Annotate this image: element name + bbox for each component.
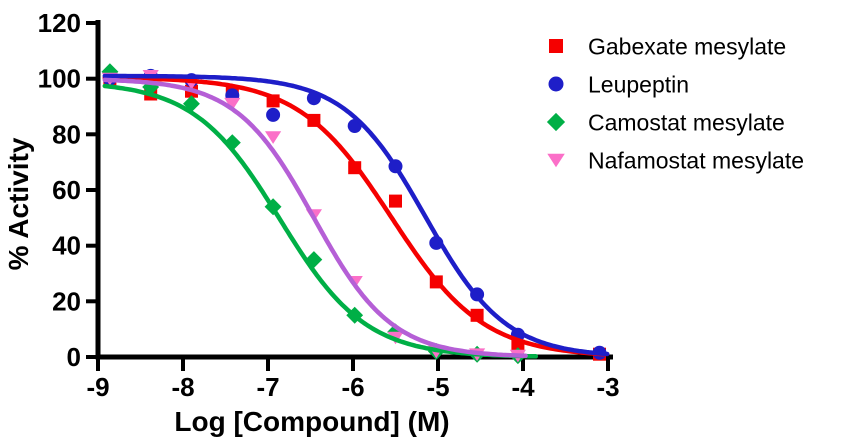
chart-legend: Gabexate mesylate Leupeptin Camostat mesyl… <box>546 34 804 174</box>
y-tick-label: 20 <box>52 286 81 316</box>
fit-curve-gabexate-mesylate <box>102 75 607 357</box>
y-tick-label: 60 <box>52 175 81 205</box>
x-tick-label: -8 <box>171 372 194 402</box>
axes: 0 20 40 60 80 100 120 -9 -8 -7 -6 -5 -4 -3 <box>38 8 620 402</box>
legend-item-gabexate-mesylate: Gabexate mesylate <box>549 34 786 60</box>
x-tick-label: -6 <box>341 372 364 402</box>
y-tick-label: 0 <box>67 342 81 372</box>
x-tick-label: -9 <box>86 372 109 402</box>
chart-dynamic-layer: 0 20 40 60 80 100 120 -9 -8 -7 -6 -5 -4 -3 Gabexate me… <box>38 8 804 402</box>
legend-label: Gabexate mesylate <box>588 34 786 60</box>
data-point-marker <box>266 107 281 122</box>
fit-curve-nafamostat-mesylate <box>102 77 528 359</box>
data-point-marker <box>224 97 241 111</box>
y-tick-label: 120 <box>38 8 81 38</box>
legend-label: Leupeptin <box>588 72 689 98</box>
y-tick-label: 80 <box>52 119 81 149</box>
data-point-marker <box>547 153 565 168</box>
x-tick-label: -7 <box>256 372 279 402</box>
legend-item-nafamostat-mesylate: Nafamostat mesylate <box>547 148 804 174</box>
data-point-marker <box>265 131 282 144</box>
data-point-marker <box>546 112 566 132</box>
data-point-marker <box>389 194 402 208</box>
legend-label: Camostat mesylate <box>588 110 785 136</box>
data-point-marker <box>305 251 323 268</box>
x-tick-label: -3 <box>596 372 619 402</box>
data-point-marker <box>549 39 563 53</box>
x-tick-label: -4 <box>511 372 535 402</box>
y-tick-label: 40 <box>52 231 81 261</box>
fit-curve-leupeptin <box>102 73 610 357</box>
y-axis-title: % Activity <box>3 137 34 270</box>
data-point-marker <box>548 76 564 92</box>
legend-label: Nafamostat mesylate <box>588 148 804 174</box>
legend-item-leupeptin: Leupeptin <box>548 72 689 98</box>
y-tick-label: 100 <box>38 64 81 94</box>
data-point-marker <box>183 95 200 113</box>
legend-item-camostat-mesylate: Camostat mesylate <box>546 110 785 136</box>
x-axis-title: Log [Compound] (M) <box>174 406 449 437</box>
x-tick-label: -5 <box>426 372 449 402</box>
